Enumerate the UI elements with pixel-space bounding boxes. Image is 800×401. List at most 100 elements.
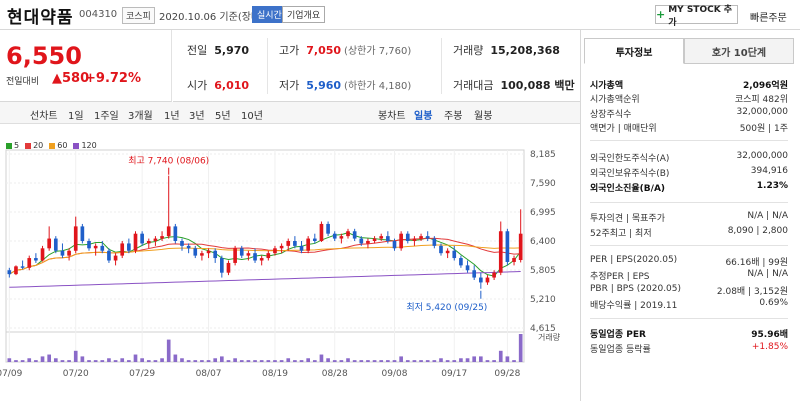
- volume-bar: [239, 360, 244, 362]
- stat-label: 거래량: [453, 44, 484, 57]
- legend-label: 5: [14, 141, 20, 150]
- volume-bar: [180, 358, 184, 362]
- volume-bar: [326, 358, 330, 362]
- volume-bar: [412, 360, 417, 362]
- legend-item: 20: [25, 141, 43, 150]
- candle-body: [73, 226, 78, 251]
- candle-body: [266, 253, 271, 259]
- info-row: 추정PER | EPS N/A | N/A: [590, 269, 788, 282]
- legend-label: 120: [81, 141, 97, 150]
- info-value: 2,096억원: [742, 81, 788, 91]
- candle-body: [498, 231, 503, 273]
- volume-bar: [299, 360, 304, 362]
- legend-swatch: [25, 142, 32, 149]
- candle-body: [293, 241, 297, 246]
- stat-value: 6,010: [214, 79, 250, 92]
- info-label: 외국인한도주식수(A): [590, 154, 670, 164]
- candle-body: [67, 250, 71, 256]
- stat-value: 15,208,368: [490, 44, 560, 57]
- candle-body: [173, 226, 178, 241]
- period-5year[interactable]: 5년: [215, 111, 231, 122]
- info-label: 추정PER | EPS: [590, 272, 650, 282]
- info-label: PER | EPS(2020.05): [590, 255, 678, 265]
- candle-body: [93, 245, 98, 249]
- stat-open: 시가 6,010: [187, 77, 249, 93]
- candle-body: [80, 226, 85, 241]
- candle-body: [439, 245, 443, 254]
- period-line-chart[interactable]: 선차트: [30, 111, 58, 122]
- candlestick-chart[interactable]: 8,185 7,590 6,995 6,400 5,805 5,210 4,615 07/09…: [0, 140, 580, 401]
- candle-body: [87, 241, 91, 249]
- volume-bar: [432, 360, 437, 362]
- candle-body: [432, 238, 437, 246]
- volume-bar: [332, 360, 337, 362]
- quick-order-link[interactable]: 빠른주문: [750, 13, 787, 24]
- info-label: 투자의견 | 목표주가: [590, 214, 665, 224]
- volume-bar: [160, 358, 164, 362]
- volume-bar: [439, 358, 443, 362]
- chart-type-monthly[interactable]: 월봉: [474, 111, 493, 122]
- candle-body: [465, 265, 470, 271]
- x-tick-label: 09/17: [441, 369, 467, 379]
- period-10year[interactable]: 10년: [241, 111, 263, 122]
- volume-bar: [7, 358, 12, 362]
- stat-sub: (상한가 7,760): [344, 46, 412, 57]
- volume-bar: [206, 360, 211, 362]
- divider: [441, 38, 442, 94]
- period-1day[interactable]: 1일: [68, 111, 84, 122]
- volume-bar: [286, 358, 291, 362]
- y-tick-label: 5,210: [530, 295, 556, 305]
- tab-invest-info[interactable]: 투자정보: [584, 38, 684, 64]
- legend-swatch: [73, 142, 80, 149]
- volume-bar: [73, 350, 78, 362]
- period-3year[interactable]: 3년: [189, 111, 205, 122]
- candle-body: [47, 238, 51, 249]
- corp-overview-button[interactable]: 기업개요: [282, 6, 326, 23]
- info-row: 동일업종 등락률 +1.85%: [590, 342, 788, 355]
- candle-body: [372, 238, 377, 241]
- volume-bar: [372, 360, 377, 362]
- info-row: 동일업종 PER 95.96배: [590, 327, 788, 340]
- candle-body: [326, 223, 330, 234]
- stat-low: 저가 5,960 (하한가 4,180): [279, 77, 411, 93]
- info-label: 시가총액순위: [590, 95, 640, 105]
- candle-body: [386, 236, 390, 241]
- info-value: 코스피 482위: [734, 95, 788, 105]
- volume-bar: [253, 360, 257, 362]
- info-row: 외국인소진율(B/A) 1.23%: [590, 181, 788, 194]
- info-row: 상장주식수 32,000,000: [590, 107, 788, 120]
- candle-body: [425, 236, 430, 239]
- chart-type-candle[interactable]: 봉차트: [378, 111, 406, 122]
- period-3month[interactable]: 3개월: [128, 111, 153, 122]
- volume-bar: [485, 360, 490, 362]
- legend-swatch: [49, 142, 56, 149]
- mystock-add-button[interactable]: + MY STOCK 추가: [655, 5, 738, 28]
- volume-bar: [14, 360, 18, 362]
- info-value: 1.23%: [756, 181, 788, 191]
- candle-body: [359, 238, 364, 244]
- candle-body: [213, 250, 218, 259]
- chart-type-daily[interactable]: 일봉: [414, 111, 433, 122]
- period-1year[interactable]: 1년: [164, 111, 180, 122]
- chart-type-weekly[interactable]: 주봉: [444, 111, 463, 122]
- stat-label: 고가: [279, 44, 300, 57]
- current-price: 6,550: [6, 42, 82, 70]
- info-row: 외국인보유주식수(B) 394,916: [590, 166, 788, 179]
- realtime-button[interactable]: 실시간: [252, 6, 287, 23]
- volume-bar: [379, 360, 384, 362]
- candle-body: [226, 262, 231, 273]
- volume-bar: [186, 360, 191, 362]
- candle-body: [180, 241, 184, 246]
- volume-bar: [140, 358, 144, 362]
- candle-body: [7, 270, 12, 275]
- candle-body: [140, 233, 144, 244]
- candle-body: [120, 243, 125, 256]
- period-1week[interactable]: 1주일: [94, 111, 119, 122]
- volume-label: 거래량: [538, 332, 561, 342]
- candle-body: [339, 236, 344, 239]
- info-label: 동일업종 PER: [590, 330, 646, 340]
- volume-bar: [87, 360, 91, 362]
- x-tick-label: 08/07: [196, 369, 222, 379]
- tab-orderbook[interactable]: 호가 10단계: [684, 38, 794, 64]
- info-row: 배당수익률 | 2019.11 0.69%: [590, 298, 788, 311]
